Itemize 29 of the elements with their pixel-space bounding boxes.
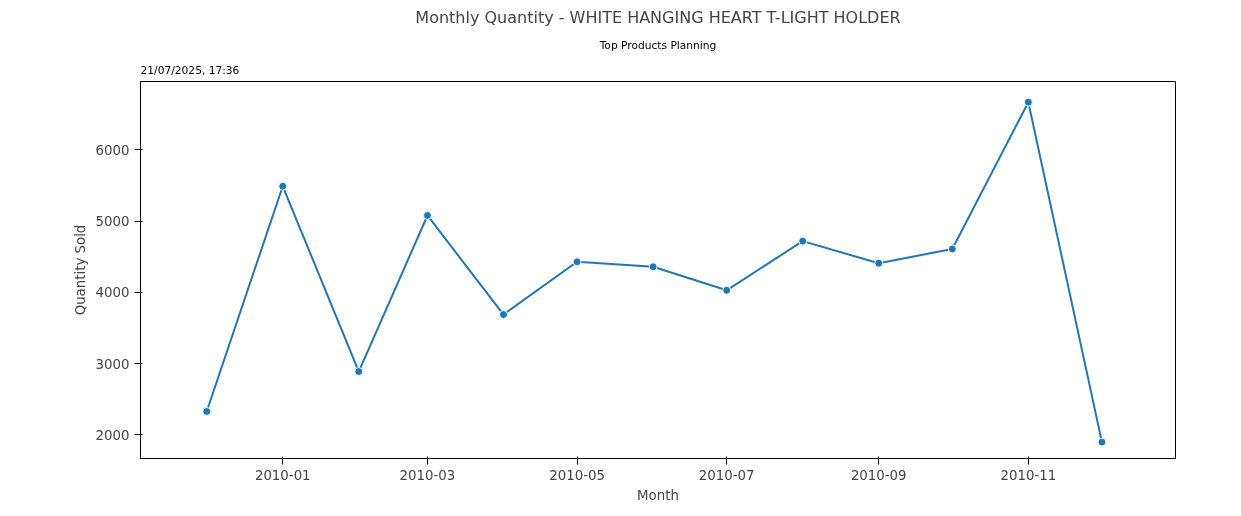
x-tick-label: 2010-01	[254, 467, 311, 483]
point	[722, 285, 732, 295]
chart-title: Monthly Quantity - WHITE HANGING HEART T-LIGHT HOLDER	[415, 7, 901, 27]
point	[422, 210, 432, 220]
point	[572, 257, 582, 267]
x-tick-label: 2010-09	[850, 467, 907, 483]
y-tick-label: 3000	[95, 356, 130, 372]
point	[947, 244, 957, 254]
x-tick-label: 2010-03	[399, 467, 456, 483]
text: Top Products Planning	[598, 38, 717, 52]
x-tick-label: 2010-11	[1000, 467, 1057, 483]
point	[354, 367, 364, 377]
point	[278, 181, 288, 191]
x-tick-label: 2010-05	[549, 467, 605, 483]
point	[498, 310, 508, 320]
point	[1023, 97, 1033, 107]
y-tick-label: 2000	[95, 427, 130, 443]
point	[202, 406, 212, 416]
x-axis-title: Month	[637, 487, 679, 503]
x-tick-label: 2010-07	[698, 467, 755, 483]
text: 21/07/2025, 17:36	[140, 63, 240, 77]
point	[648, 262, 658, 272]
y-tick-label: 4000	[95, 285, 130, 301]
point	[1097, 437, 1107, 447]
point	[874, 258, 884, 268]
point	[798, 236, 808, 246]
y-tick-label: 5000	[95, 214, 130, 230]
y-tick-label: 6000	[95, 142, 130, 158]
y-axis-title: Quantity Sold	[72, 224, 88, 316]
